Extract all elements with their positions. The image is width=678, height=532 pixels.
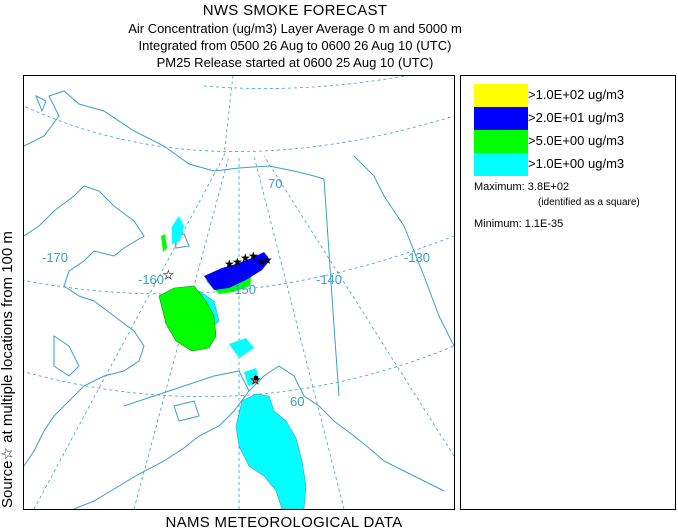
legend-label-4: >1.0E+00 ug/m3 xyxy=(528,156,625,171)
legend-swatch-cyan xyxy=(474,153,528,176)
source-star-icon: ★ xyxy=(240,251,251,265)
legend-panel: >1.0E+02 ug/m3 >2.0E+01 ug/m3 >5.0E+00 u… xyxy=(460,75,676,510)
maximum-note: (identified as a square) xyxy=(538,197,640,208)
lon-label-140: -140 xyxy=(316,272,342,287)
source-star-icon: ★ xyxy=(232,255,243,269)
coastline xyxy=(24,90,454,509)
lon-label-170: -170 xyxy=(42,250,68,265)
forecast-title: NWS SMOKE FORECAST xyxy=(202,2,388,19)
maximum-value: 3.8E+02 xyxy=(527,181,570,193)
integration-line: Integrated from 0500 26 Aug to 0600 26 A… xyxy=(138,38,452,53)
legend-label-3: >5.0E+00 ug/m3 xyxy=(528,133,625,148)
legend-swatch-yellow xyxy=(474,84,528,107)
source-star-icon: ★ xyxy=(163,268,174,282)
map-svg: ★ ★ ★ ★ ★ ★ ★ ★ -170 -160 -150 -140 -130… xyxy=(24,76,454,509)
maximum-square-icon xyxy=(254,376,258,380)
lat-label-60: 60 xyxy=(290,394,304,409)
legend-label-2: >2.0E+01 ug/m3 xyxy=(528,110,625,125)
concentration-line: Air Concentration (ug/m3) Layer Average … xyxy=(128,21,462,36)
meteorological-data-label: NAMS METEOROLOGICAL DATA xyxy=(165,514,403,531)
minimum-value: 1.1E-35 xyxy=(524,218,564,230)
legend-label-1: >1.0E+02 ug/m3 xyxy=(528,87,625,102)
source-star-icon: ★ xyxy=(224,257,235,271)
map-panel[interactable]: ★ ★ ★ ★ ★ ★ ★ ★ -170 -160 -150 -140 -130… xyxy=(23,75,455,510)
source-side-label: Source☆ at multiple locations from 100 m xyxy=(0,231,16,508)
maximum-label: Maximum: xyxy=(474,181,525,193)
lat-label-70: 70 xyxy=(268,176,282,191)
lon-label-130: -130 xyxy=(404,250,430,265)
minimum-stat: Minimum: 1.1E-35 xyxy=(474,218,563,230)
lon-label-160: -160 xyxy=(138,272,164,287)
release-line: PM25 Release started at 0600 25 Aug 10 (… xyxy=(156,55,434,70)
source-star-icon: ★ xyxy=(256,255,267,269)
maximum-stat: Maximum: 3.8E+02 xyxy=(474,181,569,193)
legend-swatch-green xyxy=(474,130,528,153)
source-star-icon: ★ xyxy=(248,249,259,263)
lon-label-150: -150 xyxy=(230,282,256,297)
plume-blue xyxy=(204,252,270,290)
minimum-label: Minimum: xyxy=(474,218,522,230)
legend-swatch-blue xyxy=(474,107,528,130)
source-star-icon: ★ xyxy=(262,253,273,267)
